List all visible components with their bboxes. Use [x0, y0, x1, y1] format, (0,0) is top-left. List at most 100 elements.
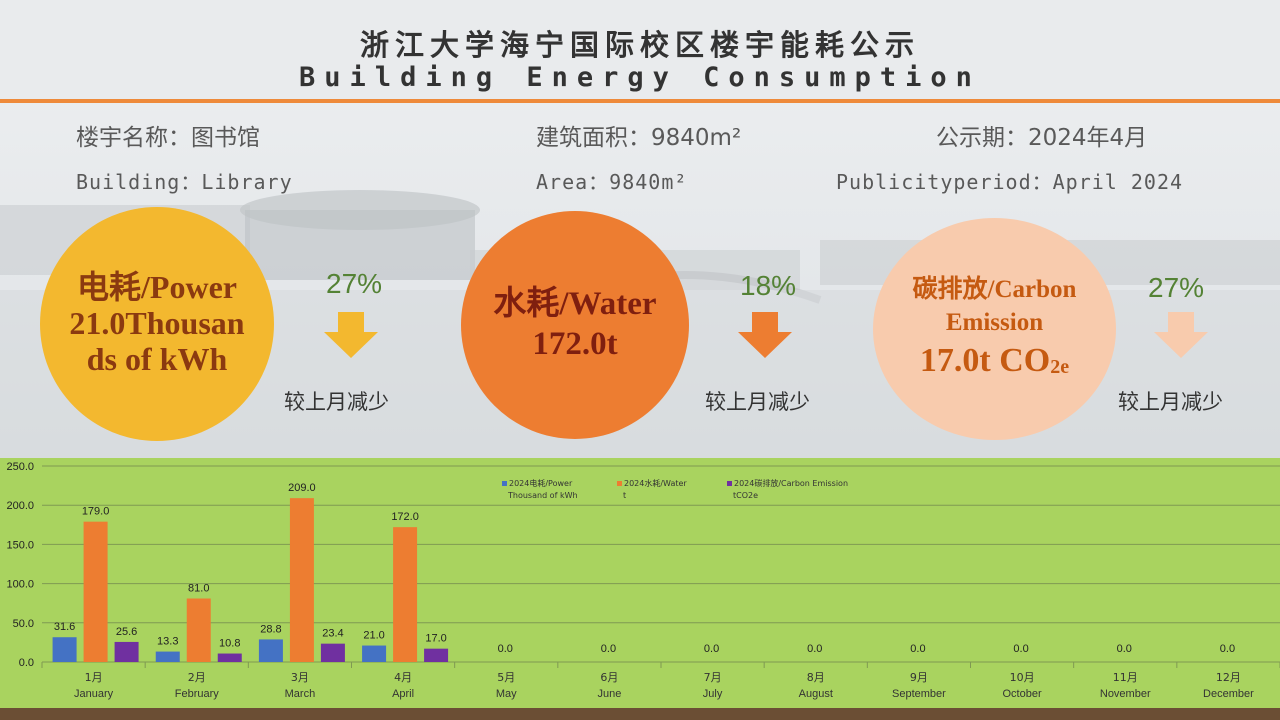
x-tick-label-cn: 8月 — [807, 671, 825, 684]
data-label: 13.3 — [157, 636, 178, 648]
page-title-en: Building Energy Consumption — [299, 62, 981, 93]
bar — [52, 637, 77, 662]
data-label: 0.0 — [498, 643, 513, 655]
bar — [217, 653, 242, 662]
x-tick-label-cn: 3月 — [291, 671, 309, 684]
publicity-period-en: Publicityperiod：April 2024 — [836, 170, 1184, 194]
water-kpi-line2: 172.0t — [532, 326, 618, 362]
y-tick-label: 100.0 — [6, 579, 34, 591]
data-label: 209.0 — [288, 482, 316, 494]
x-tick-label-cn: 2月 — [188, 671, 206, 684]
water-change-label: 较上月减少 — [705, 390, 810, 414]
bar — [155, 651, 180, 662]
y-tick-label: 200.0 — [6, 500, 34, 512]
carbon-change-label: 较上月减少 — [1118, 390, 1223, 414]
legend-power: 2024电耗/Power Thousand of kWh — [502, 478, 578, 502]
y-tick-label: 150.0 — [6, 539, 34, 551]
bar — [320, 643, 345, 662]
legend-power-swatch — [502, 481, 507, 486]
bar — [83, 521, 108, 662]
carbon-kpi-circle: 碳排放/Carbon Emission 17.0t CO2e — [873, 218, 1116, 440]
x-tick-label-en: November — [1100, 688, 1151, 700]
building-name-cn: 楼宇名称：图书馆 — [76, 125, 260, 151]
legend-water-label2: t — [623, 491, 627, 500]
data-label: 0.0 — [1117, 643, 1132, 655]
bar — [362, 645, 387, 662]
power-kpi-circle: 电耗/Power 21.0Thousan ds of kWh — [40, 207, 274, 441]
y-tick-label: 50.0 — [13, 618, 34, 630]
x-tick-label-cn: 4月 — [394, 671, 412, 684]
data-label: 0.0 — [704, 643, 719, 655]
x-tick-label-cn: 1月 — [85, 671, 103, 684]
data-label: 0.0 — [807, 643, 822, 655]
legend-carbon-swatch — [727, 481, 732, 486]
bar — [289, 498, 314, 662]
carbon-kpi-line2: Emission — [945, 308, 1044, 336]
data-label: 179.0 — [82, 506, 110, 518]
carbon-kpi-value: 17.0t CO — [919, 342, 1051, 380]
publicity-period-cn: 公示期：2024年4月 — [936, 125, 1148, 151]
legend-carbon-label1: 2024碳排放/Carbon Emission — [734, 479, 849, 488]
carbon-down-arrow-icon — [1154, 312, 1208, 358]
header-divider — [0, 99, 1280, 103]
page-title-cn: 浙江大学海宁国际校区楼宇能耗公示 — [359, 28, 920, 62]
y-tick-label: 250.0 — [6, 461, 34, 473]
x-tick-label-en: October — [1003, 688, 1042, 700]
x-tick-label-en: December — [1203, 688, 1254, 700]
x-tick-label-en: July — [703, 688, 723, 700]
legend-carbon-label2: tCO2e — [733, 491, 759, 500]
building-area-cn: 建筑面积：9840m² — [536, 125, 742, 151]
carbon-kpi-line1: 碳排放/Carbon — [912, 276, 1077, 304]
x-tick-label-cn: 10月 — [1010, 671, 1035, 684]
power-down-arrow-icon — [324, 312, 378, 358]
x-tick-label-cn: 7月 — [704, 671, 722, 684]
legend-water-swatch — [617, 481, 622, 486]
bar — [186, 598, 211, 662]
power-change-percent: 27% — [326, 268, 383, 299]
data-label: 0.0 — [1013, 643, 1028, 655]
carbon-change-percent: 27% — [1148, 272, 1205, 303]
bar — [393, 527, 418, 662]
bar — [424, 648, 449, 662]
power-kpi-line2: 21.0Thousan — [69, 305, 245, 342]
data-label: 0.0 — [1220, 643, 1235, 655]
power-change-label: 较上月减少 — [284, 390, 389, 414]
x-tick-label-en: April — [392, 688, 414, 700]
bar — [114, 641, 139, 662]
x-tick-label-en: May — [496, 688, 517, 700]
data-label: 81.0 — [188, 582, 209, 594]
legend-carbon: 2024碳排放/Carbon Emission tCO2e — [727, 478, 848, 502]
chart-background — [0, 458, 1280, 708]
data-label: 31.6 — [54, 621, 75, 633]
x-tick-label-en: August — [799, 688, 833, 700]
power-kpi-line3: ds of kWh — [86, 340, 228, 377]
x-tick-label-cn: 12月 — [1216, 671, 1241, 684]
water-kpi-line1: 水耗/Water — [493, 286, 657, 323]
building-name-en: Building：Library — [76, 170, 293, 194]
water-kpi-circle: 水耗/Water 172.0t — [461, 211, 689, 439]
legend-water-label1: 2024水耗/Water — [624, 479, 687, 488]
x-tick-label-cn: 9月 — [910, 671, 928, 684]
x-tick-label-en: March — [285, 688, 316, 700]
data-label: 23.4 — [322, 628, 343, 640]
data-label: 28.8 — [260, 623, 281, 635]
x-tick-label-cn: 6月 — [600, 671, 618, 684]
legend-power-label1: 2024电耗/Power — [509, 479, 573, 488]
x-tick-label-en: June — [597, 688, 621, 700]
bar — [258, 639, 283, 662]
data-label: 21.0 — [363, 630, 384, 642]
x-tick-label-cn: 5月 — [497, 671, 515, 684]
x-tick-label-en: February — [175, 688, 220, 700]
data-label: 10.8 — [219, 638, 240, 650]
water-change-percent: 18% — [740, 270, 797, 301]
data-label: 0.0 — [601, 643, 616, 655]
legend-water: 2024水耗/Water t — [617, 478, 687, 502]
legend-power-label2: Thousand of kWh — [508, 491, 578, 500]
data-label: 0.0 — [910, 643, 925, 655]
building-area-en: Area：9840m² — [536, 170, 688, 194]
power-kpi-line1: 电耗/Power — [77, 269, 237, 306]
header-band — [0, 0, 1280, 100]
y-tick-label: 0.0 — [19, 657, 34, 669]
data-label: 25.6 — [116, 626, 137, 638]
